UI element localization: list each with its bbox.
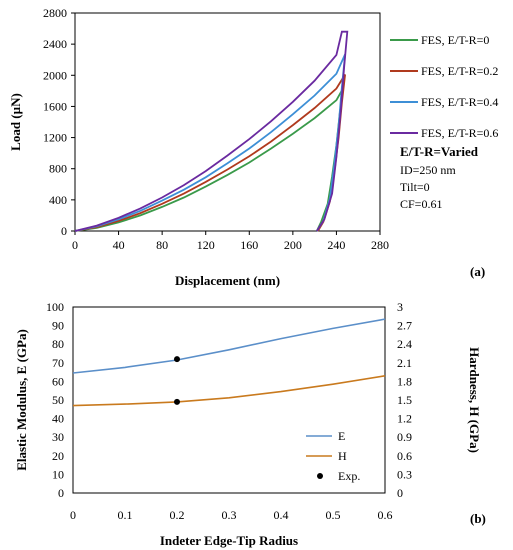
y-tick-label: 0 [61,224,67,238]
y2-tick-label: 0.3 [397,467,412,481]
legend-marker [317,473,323,479]
x-tick-label: 0 [72,238,78,252]
x-axis-label-b: Indeter Edge-Tip Radius [160,533,298,548]
y2-tick-label: 1.8 [397,374,412,388]
x-tick-label: 0.2 [170,508,185,522]
y-tick-label: 10 [52,467,64,481]
y-tick-label: 40 [52,412,64,426]
series-line [74,74,346,232]
x-tick-label: 80 [156,238,168,252]
series-line [74,30,349,232]
y-tick-label: 100 [46,300,64,314]
chart-a: 0 40 80 120 160 200 240 280 0 400 800 1200 1600 2000… [8,6,498,288]
y-tick-label: 2400 [43,37,67,51]
chart-b: 0 0.1 0.2 0.3 0.4 0.5 0.6 01020304050607080901… [14,300,486,548]
x-tick-label: 120 [197,238,215,252]
y2-tick-label: 2.4 [397,337,412,351]
legend-label: FES, E/T-R=0.2 [421,64,498,78]
x-tick-label: 200 [284,238,302,252]
x-tick-label: 0.5 [326,508,341,522]
y-tick-label: 1200 [43,131,67,145]
y-tick-label: 70 [52,356,64,370]
series-b [72,318,386,407]
data-point [174,356,180,363]
plot-area-b [72,306,386,494]
y2-tick-label: 0.6 [397,449,412,463]
annotation-line: ID=250 nm [400,163,456,177]
legend-label: FES, E/T-R=0.6 [421,126,498,140]
legend-label: H [338,449,347,463]
plot-area-a [74,12,381,232]
y2-axis-label-b: Hardness, H (GPa) [467,347,482,453]
y-ticks-b: 0 10 20 30 40 50 60 70 80 90 100 [46,300,64,500]
y-axis-label-b: Elastic Modulus, E (GPa) [14,329,29,471]
y-tick-label: 0 [58,486,64,500]
y2-tick-label: 0 [397,486,403,500]
y-axis-label-a: Load (µN) [8,93,23,151]
series-line [72,318,386,374]
legend-label: E [338,429,345,443]
y2-ticks-b: 0 0.3 0.6 0.9 1.2 1.5 1.8 2.1 2.4 2.7 3 [397,300,412,500]
x-tick-label: 0.6 [378,508,393,522]
annotation-line: CF=0.61 [400,197,442,211]
y-tick-label: 1600 [43,99,67,113]
y-tick-label: 60 [52,374,64,388]
x-tick-label: 0 [70,508,76,522]
legend-label: FES, E/T-R=0.4 [421,95,498,109]
x-tick-label: 160 [240,238,258,252]
x-ticks-b: 0 0.1 0.2 0.3 0.4 0.5 0.6 [70,508,393,522]
y2-tick-label: 2.7 [397,319,412,333]
y2-tick-label: 3 [397,300,403,314]
series-a [74,30,349,232]
y-tick-label: 2800 [43,6,67,20]
panel-label-a: (a) [470,264,485,279]
series-line [74,53,346,232]
y-tick-label: 50 [52,393,64,407]
x-tick-label: 280 [371,238,389,252]
annotation-title: E/T-R=Varied [400,144,479,159]
y-tick-label: 400 [49,193,67,207]
x-ticks-a: 0 40 80 120 160 200 240 280 [72,231,389,252]
y-ticks-a: 0 400 800 1200 1600 2000 2400 2800 [43,6,75,238]
x-tick-label: 40 [113,238,125,252]
y-tick-label: 800 [49,162,67,176]
y2-tick-label: 2.1 [397,356,412,370]
annotation-line: Tilt=0 [400,180,430,194]
data-point [174,398,180,405]
y-tick-label: 30 [52,430,64,444]
panel-label-b: (b) [470,511,486,526]
annotation-a: E/T-R=Varied ID=250 nm Tilt=0 CF=0.61 [400,144,479,211]
y2-tick-label: 1.5 [397,393,412,407]
x-tick-label: 240 [327,238,345,252]
series-line [72,375,386,407]
x-tick-label: 0.3 [222,508,237,522]
y-tick-label: 20 [52,449,64,463]
legend-label: FES, E/T-R=0 [421,33,489,47]
y2-tick-label: 1.2 [397,412,412,426]
x-tick-label: 0.4 [274,508,289,522]
legend-b: EH Exp. [306,429,360,483]
legend-a: FES, E/T-R=0 FES, E/T-R=0.2 FES, E/T-R=0.4… [390,33,498,140]
x-tick-label: 0.1 [118,508,133,522]
series-line [74,88,344,232]
x-axis-label-a: Displacement (nm) [175,273,280,288]
y-tick-label: 2000 [43,68,67,82]
y2-tick-label: 0.9 [397,430,412,444]
legend-label: Exp. [338,469,360,483]
y-tick-label: 90 [52,319,64,333]
y-tick-label: 80 [52,337,64,351]
